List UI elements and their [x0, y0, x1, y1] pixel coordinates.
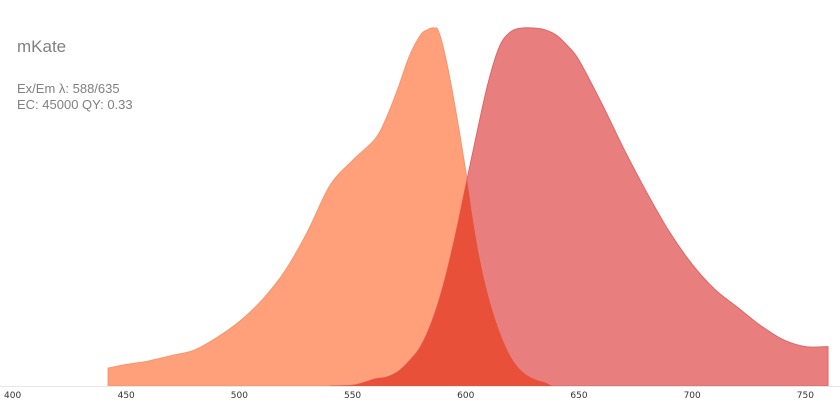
ec-qy-info: EC: 45000 QY: 0.33 [17, 97, 133, 112]
x-tick-label: 700 [684, 391, 701, 401]
chart-title: mKate [17, 37, 66, 56]
x-tick-label: 600 [457, 391, 474, 401]
x-tick-label: 450 [118, 391, 135, 401]
x-axis-ticks: 400 450 500 550 600 650 700 750 [4, 391, 814, 401]
x-tick-label: 500 [231, 391, 248, 401]
x-tick-label: 550 [344, 391, 361, 401]
x-tick-label: 750 [797, 391, 814, 401]
ex-em-info: Ex/Em λ: 588/635 [17, 81, 120, 96]
x-tick-label: 650 [570, 391, 587, 401]
x-tick-label: 400 [4, 391, 21, 401]
chart-plot-area [107, 27, 829, 387]
spectra-overlap-area [329, 27, 552, 386]
